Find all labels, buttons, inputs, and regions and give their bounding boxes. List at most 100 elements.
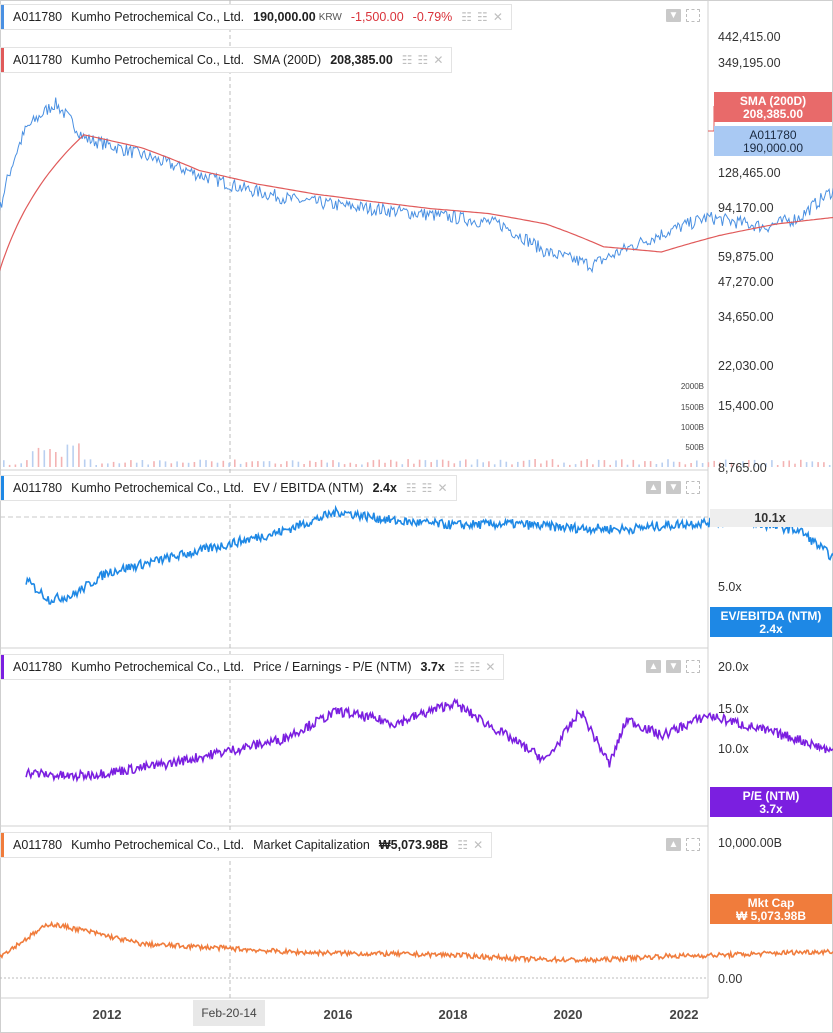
close-icon[interactable]: ✕ [492, 10, 503, 24]
ev-value: 2.4x [372, 481, 397, 495]
volume-bar [724, 459, 727, 467]
volume-bar [597, 459, 600, 467]
close-icon[interactable]: ✕ [485, 660, 496, 674]
volume-bar [707, 462, 710, 467]
move-down-icon[interactable]: ▼ [666, 481, 681, 494]
volume-bar [159, 460, 161, 467]
volume-bar [176, 461, 178, 467]
y-tick-label: 0.00 [718, 972, 742, 986]
volume-bar [280, 464, 282, 467]
layers-icon[interactable]: ☷ [401, 53, 413, 67]
volume-bar [621, 459, 623, 467]
volume-bar [147, 464, 149, 467]
volume-bar [805, 462, 808, 467]
sma-value-tag [714, 92, 832, 122]
pe-value-tag [710, 787, 832, 817]
layers-icon[interactable]: ☷ [457, 838, 469, 852]
volume-bar [413, 463, 415, 467]
legend-ticker: A011780 [13, 660, 63, 674]
sma-value: 208,385.00 [330, 53, 393, 67]
volume-bar [26, 460, 28, 467]
volume-bar [314, 462, 317, 467]
volume-bar [765, 463, 767, 467]
move-up-icon[interactable]: ▲ [646, 660, 661, 673]
layers-icon[interactable]: ☷ [453, 660, 465, 674]
volume-bar [794, 463, 796, 467]
volume-bar [170, 463, 173, 467]
volume-bar [615, 460, 617, 467]
volume-bar [730, 462, 733, 467]
layers-icon[interactable]: ☷ [405, 481, 417, 495]
mcap-legend[interactable]: A011780 Kumho Petrochemical Co., Ltd. Ma… [0, 832, 493, 858]
volume-bar [522, 460, 525, 467]
price-change: -1,500.00 [350, 10, 404, 24]
volume-bar [31, 451, 34, 467]
volume-bar [390, 459, 392, 467]
legend-metric: SMA (200D) [253, 53, 322, 67]
volume-bar [632, 459, 635, 467]
volume-bar [83, 459, 86, 467]
volume-bar [592, 464, 594, 467]
volume-bar [811, 461, 814, 467]
volume-bar [644, 461, 646, 467]
close-icon[interactable]: ✕ [437, 481, 448, 495]
sma-legend[interactable]: A011780 Kumho Petrochemical Co., Ltd. SM… [0, 47, 453, 73]
move-up-icon[interactable]: ▲ [666, 838, 681, 851]
layers-icon[interactable]: ☷ [417, 53, 429, 67]
volume-bar [72, 445, 74, 467]
layers-icon[interactable]: ☷ [469, 660, 481, 674]
price-legend[interactable]: A011780 Kumho Petrochemical Co., Ltd. 19… [0, 4, 512, 30]
volume-bar [823, 462, 825, 467]
volume-bar [447, 460, 450, 467]
volume-bar [309, 460, 311, 467]
series-color-swatch [1, 5, 4, 29]
price-tag-label: A011780 [749, 128, 796, 142]
volume-bar [626, 464, 629, 467]
volume-bar [343, 464, 346, 467]
volume-bar [690, 463, 692, 467]
volume-bar [505, 461, 508, 467]
volume-bar [517, 461, 519, 467]
volume-bar [424, 460, 427, 467]
ev-tag-label: EV/EBITDA (NTM) [721, 609, 822, 623]
y-tick-label: 94,170.00 [718, 201, 774, 215]
move-down-icon[interactable]: ▼ [666, 9, 681, 22]
move-up-icon[interactable]: ▲ [646, 481, 661, 494]
sma-tag-value: 208,385.00 [743, 107, 803, 121]
close-icon[interactable]: ✕ [473, 838, 484, 852]
layers-icon[interactable]: ☷ [477, 10, 488, 24]
mcap-value-tag [710, 894, 832, 924]
volume-bar [234, 459, 236, 467]
volume-bar [563, 462, 565, 467]
move-down-icon[interactable]: ▼ [666, 660, 681, 673]
layers-icon[interactable]: ☷ [461, 10, 473, 24]
maximize-icon[interactable] [686, 660, 700, 673]
maximize-icon[interactable] [686, 9, 700, 22]
volume-bar [696, 460, 698, 467]
pe-legend[interactable]: A011780 Kumho Petrochemical Co., Ltd. Pr… [0, 654, 505, 680]
volume-bar [470, 464, 473, 467]
maximize-icon[interactable] [686, 481, 700, 494]
volume-bar [655, 464, 658, 467]
y-tick-label: 5.0x [718, 580, 742, 594]
volume-bar [609, 464, 611, 467]
close-icon[interactable]: ✕ [433, 53, 444, 67]
mcap-tag-value: ₩ 5,073.98B [736, 909, 806, 923]
y-tick-label: 442,415.00 [718, 30, 781, 44]
legend-metric: EV / EBITDA (NTM) [253, 481, 364, 495]
layers-icon[interactable]: ☷ [421, 481, 433, 495]
volume-bar [667, 459, 669, 467]
volume-bar [14, 464, 17, 467]
volume-bar [713, 460, 715, 467]
volume-bar [37, 447, 40, 467]
volume-bar [205, 460, 207, 467]
ev-legend[interactable]: A011780 Kumho Petrochemical Co., Ltd. EV… [0, 475, 457, 501]
volume-bar [649, 461, 652, 467]
volume-bar [788, 460, 790, 467]
volume-bar [534, 459, 536, 467]
ev-tag-value: 2.4x [759, 622, 783, 636]
volume-bar [701, 463, 704, 467]
y-tick-label: 15,400.00 [718, 399, 774, 413]
maximize-icon[interactable] [686, 838, 700, 851]
